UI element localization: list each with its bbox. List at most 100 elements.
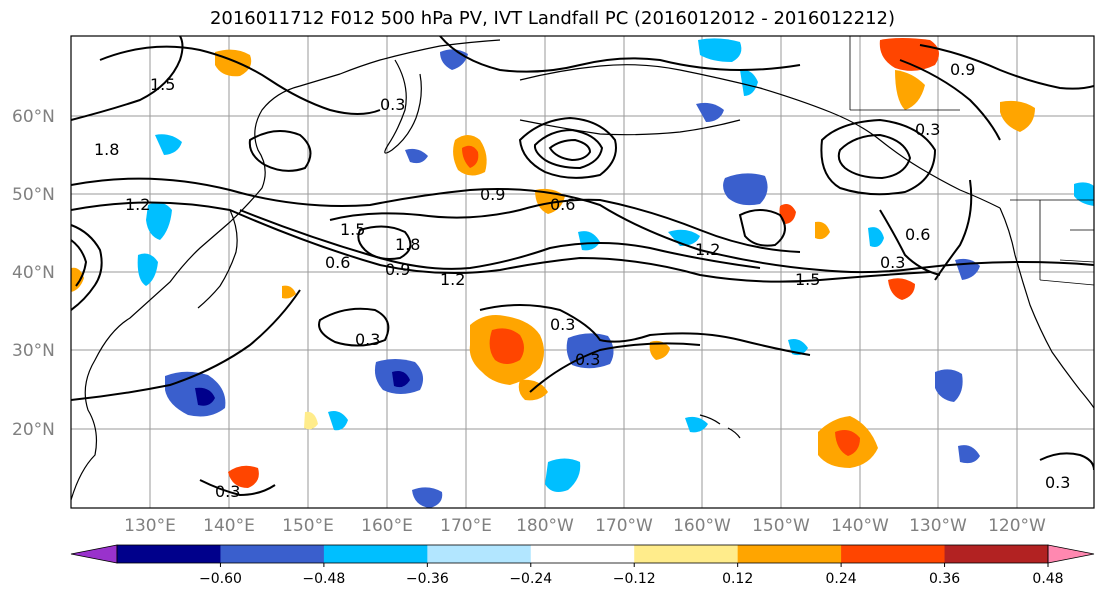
colorbar-swatch — [944, 545, 1049, 563]
lat-label: 50°N — [12, 185, 55, 205]
colorbar-extend-low — [70, 544, 118, 564]
lon-label: 180°W — [516, 516, 574, 536]
contour-line — [71, 289, 301, 401]
lon-label: 130°W — [909, 516, 967, 536]
contour-label: 0.3 — [380, 95, 405, 114]
negative-patch — [137, 253, 158, 286]
contour-line — [439, 36, 801, 73]
coast-alaska — [519, 64, 1001, 209]
contour-line — [919, 44, 1094, 90]
lon-label: 140°W — [831, 516, 889, 536]
contour-line — [99, 45, 381, 115]
contour-label: 0.3 — [575, 350, 600, 369]
lon-label: 160°W — [673, 516, 731, 536]
contour-line — [199, 479, 276, 497]
colorbar-tick-label: −0.36 — [406, 571, 449, 587]
positive-patch — [649, 340, 670, 360]
negative-patch — [958, 445, 980, 464]
negative-patch — [578, 231, 600, 251]
negative-patch — [935, 369, 963, 402]
colorbar-swatch — [841, 545, 946, 563]
lat-label: 30°N — [12, 341, 55, 361]
contour-line — [71, 239, 88, 287]
negative-patch — [723, 173, 768, 206]
colorbar-tick-label: 0.24 — [826, 571, 857, 587]
negative-patch — [545, 458, 581, 492]
colorbar-swatch — [634, 545, 739, 563]
colorbar-swatch — [323, 545, 428, 563]
contour-label: 0.9 — [480, 185, 505, 204]
contour-label: 0.6 — [325, 253, 350, 272]
contour-line — [239, 209, 761, 270]
contour-line — [529, 342, 701, 393]
contour-label: 0.3 — [1045, 473, 1070, 492]
contour-label: 0.9 — [950, 60, 975, 79]
negative-patch — [405, 148, 428, 164]
positive-patch-core — [462, 145, 479, 168]
pv-contours — [71, 36, 1094, 497]
contour-label: 1.2 — [695, 240, 720, 259]
contour-line — [71, 36, 184, 121]
lon-label: 120°W — [988, 516, 1046, 536]
contour-label: 0.3 — [880, 253, 905, 272]
shaded-anomalies — [71, 38, 1094, 508]
positive-patch — [1000, 100, 1035, 132]
positive-patch — [304, 411, 318, 430]
contour-label: 1.8 — [94, 140, 119, 159]
positive-patch — [888, 278, 915, 300]
contour-line — [738, 209, 786, 247]
colorbar: −0.60 −0.48 −0.36 −0.24 −0.12 0.12 0.24 0.36 0.4… — [70, 544, 1095, 587]
contour-label: 0.3 — [215, 482, 240, 501]
contour-line — [329, 198, 801, 253]
contour-label: 1.5 — [150, 75, 175, 94]
contour-line — [71, 224, 103, 311]
coast-hawaii — [699, 414, 741, 439]
coast-northamerica — [999, 207, 1094, 409]
negative-patch — [146, 202, 172, 240]
colorbar-swatch — [220, 545, 325, 563]
contour-line — [71, 177, 1094, 274]
negative-patch — [155, 134, 182, 155]
contour-label-group: 1.5 1.8 1.2 0.3 0.9 0.6 0.3 1.5 1.8 0.9 … — [94, 60, 1070, 501]
contour-line — [248, 130, 312, 172]
positive-patch — [71, 267, 84, 292]
lon-label: 130°E — [124, 516, 176, 536]
boundaries — [849, 36, 1094, 286]
negative-patch — [696, 102, 724, 122]
contour-label: 0.9 — [385, 260, 410, 279]
negative-patch — [668, 229, 700, 246]
colorbar-swatch — [737, 545, 842, 563]
contour-line — [318, 307, 390, 347]
colorbar-tick-label: −0.12 — [613, 571, 656, 587]
colorbar-swatch — [117, 545, 221, 563]
negative-patch-core — [195, 387, 215, 406]
positive-patch — [895, 70, 925, 110]
positive-patch-core — [489, 328, 524, 364]
colorbar-swatch — [530, 545, 635, 563]
colorbar-tick-label: −0.48 — [302, 571, 345, 587]
contour-line — [1039, 452, 1094, 471]
coast-kamchatka — [384, 59, 422, 154]
contour-label: 0.6 — [550, 195, 575, 214]
lat-label: 40°N — [12, 263, 55, 283]
contour-label: 1.2 — [440, 270, 465, 289]
colorbar-extend-high — [1047, 544, 1095, 564]
lon-label: 170°E — [440, 516, 492, 536]
contour-label: 0.3 — [550, 315, 575, 334]
contour-label: 1.5 — [340, 220, 365, 239]
colorbar-tick-label: −0.24 — [509, 571, 552, 587]
contour-line — [479, 304, 811, 356]
negative-patch — [165, 371, 226, 417]
coast-aleutians — [519, 119, 741, 136]
contour-line — [934, 179, 973, 281]
contour-line — [820, 118, 937, 196]
contour-line — [548, 138, 592, 162]
contour-label: 1.5 — [795, 270, 820, 289]
contour-label: 1.2 — [125, 195, 150, 214]
colorbar-tick-label: 0.12 — [722, 571, 753, 587]
positive-patch — [282, 285, 296, 299]
contour-label: 1.8 — [395, 235, 420, 254]
contour-line — [899, 59, 1001, 141]
